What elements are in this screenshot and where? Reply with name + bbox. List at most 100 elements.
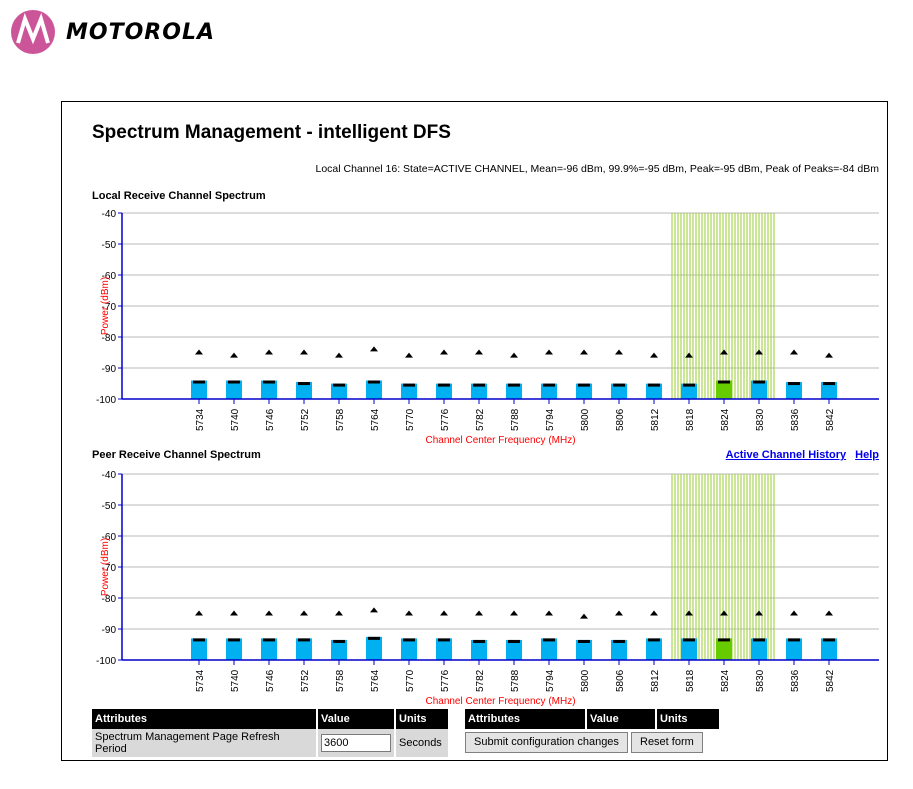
peer-bar-5764 [366,636,382,660]
peer-peak-marker-5782 [475,610,483,616]
local-xtick-label-5764: 5764 [370,408,381,431]
local-bar-5830 [751,380,767,399]
local-mean-marker-5794 [543,383,555,387]
peer-mean-marker-5800 [578,639,590,643]
local-ytick-label: -40 [102,209,117,220]
local-bar-5800 [576,383,592,399]
peer-peak-marker-5746 [265,610,273,616]
peer-xtick-label-5830: 5830 [755,669,766,692]
peer-bar-5776 [436,638,452,660]
local-peak-marker-5812 [650,352,658,358]
peer-xtick-label-5782: 5782 [475,669,486,692]
peer-peak-marker-5734 [195,610,203,616]
local-xtick-label-5842: 5842 [825,408,836,431]
local-bar-5806 [611,383,627,399]
local-peak-marker-5740 [230,352,238,358]
peer-xtick-label-5836: 5836 [790,669,801,692]
peer-xtick-label-5746: 5746 [265,669,276,692]
local-bar-5842 [821,382,837,399]
refresh-period-units: Seconds [395,729,450,757]
peer-mean-marker-5824 [718,638,730,642]
peer-bar-5740 [226,638,242,660]
refresh-period-input[interactable] [321,734,391,752]
local-bar-5812 [646,383,662,399]
local-xtick-label-5788: 5788 [510,408,521,431]
active-channel-history-link[interactable]: Active Channel History [725,449,847,461]
local-mean-marker-5830 [753,380,765,384]
local-xtick-label-5770: 5770 [405,408,416,431]
local-peak-marker-5764 [370,346,378,352]
peer-mean-marker-5812 [648,638,660,642]
local-bar-5734 [191,380,207,399]
motorola-logo: MOTOROLA [10,8,215,56]
peer-bar-5782 [471,639,487,660]
local-peak-marker-5776 [440,349,448,355]
local-peak-marker-5824 [720,349,728,355]
local-peak-marker-5818 [685,352,693,358]
brand-name: MOTOROLA [66,19,215,45]
peer-bar-5752 [296,638,312,660]
peer-ytick-label: -100 [96,656,116,667]
local-mean-marker-5776 [438,383,450,387]
actions-value-header: Value [586,709,657,729]
local-mean-marker-5740 [228,380,240,384]
local-mean-marker-5782 [473,383,485,387]
peer-peak-marker-5830 [755,610,763,616]
peer-mean-marker-5842 [823,638,835,642]
peer-bar-5818 [681,638,697,660]
local-xtick-label-5836: 5836 [790,408,801,431]
peer-peak-marker-5788 [510,610,518,616]
peer-peak-marker-5836 [790,610,798,616]
local-bar-5794 [541,383,557,399]
local-xtick-label-5782: 5782 [475,408,486,431]
peer-peak-marker-5806 [615,610,623,616]
peer-xtick-label-5740: 5740 [230,669,241,692]
peer-peak-marker-5776 [440,610,448,616]
local-mean-marker-5734 [193,380,205,384]
peer-mean-marker-5806 [613,639,625,643]
local-bar-5746 [261,380,277,399]
local-ytick-label: -90 [102,364,117,375]
peer-chart-title: Peer Receive Channel Spectrum [92,449,261,461]
peer-ytick-label: -40 [102,470,117,481]
peer-peak-marker-5824 [720,610,728,616]
motorola-batwing-icon [11,10,55,54]
local-channel-status: Local Channel 16: State=ACTIVE CHANNEL, … [315,163,879,175]
peer-xtick-label-5794: 5794 [545,669,556,692]
local-peak-marker-5836 [790,349,798,355]
local-bar-5752 [296,382,312,399]
local-bar-5818 [681,383,697,399]
local-xtick-label-5812: 5812 [650,408,661,431]
peer-mean-marker-5788 [508,639,520,643]
local-peak-marker-5752 [300,349,308,355]
units-header: Units [395,709,450,729]
help-link[interactable]: Help [855,449,879,461]
local-peak-marker-5782 [475,349,483,355]
peer-peak-marker-5818 [685,610,693,616]
peer-ytick-label: -60 [102,532,117,543]
refresh-period-cell [317,729,396,757]
local-mean-marker-5836 [788,382,800,386]
local-peak-marker-5800 [580,349,588,355]
value-header: Value [317,709,396,729]
peer-bar-5770 [401,638,417,660]
local-spectrum-chart: -40 -50 -60 -70 -80 -90 -100 5734 5740 5746 5752 57… [96,209,879,446]
local-chart-title: Local Receive Channel Spectrum [92,190,266,202]
peer-x-axis-label: Channel Center Frequency (MHz) [425,696,575,707]
peer-xtick-label-5734: 5734 [195,669,206,692]
local-mean-marker-5842 [823,382,835,386]
peer-bar-5830 [751,638,767,660]
reset-form-button[interactable]: Reset form [631,731,703,753]
peer-y-axis-label: Power (dBm) [100,538,111,596]
peer-mean-marker-5770 [403,638,415,642]
peer-mean-marker-5740 [228,638,240,642]
local-xtick-label-5806: 5806 [615,408,626,431]
peer-mean-marker-5764 [368,636,380,640]
local-mean-marker-5764 [368,380,380,384]
peer-xtick-label-5812: 5812 [650,669,661,692]
local-peak-marker-5788 [510,352,518,358]
peer-ytick-label: -70 [102,563,117,574]
submit-configuration-button[interactable]: Submit configuration changes [465,731,628,753]
peer-xtick-label-5764: 5764 [370,669,381,692]
peer-bar-5794 [541,638,557,660]
